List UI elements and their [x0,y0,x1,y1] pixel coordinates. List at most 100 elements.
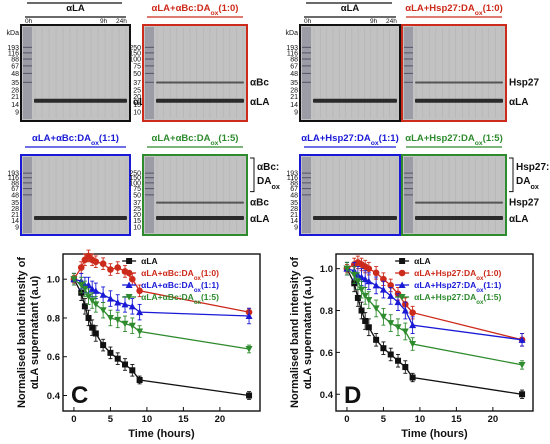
mw-marker-label: 67 [290,63,298,70]
gel-title: αLA+αBc:DAox(1:0) [152,3,239,17]
y-tick-label: 0.4 [47,391,61,402]
data-point [136,376,143,383]
data-point [136,308,144,316]
data-point [372,305,380,312]
legend-marker [398,294,406,301]
data-point [99,260,107,267]
mw-marker-label: 14 [11,102,19,109]
data-point [401,307,409,314]
data-point [92,258,100,266]
data-point [387,292,395,299]
legend-marker [126,258,133,264]
mw-marker-label: 14 [290,218,298,225]
mw-marker-label: 9 [294,109,298,116]
data-point [387,351,394,358]
x-tick-label: 0 [344,414,349,425]
legend-label: αLA+αBc:DAox(1:5) [141,292,219,306]
y-axis-title: Normalised band intensity ofαLA supernat… [16,257,41,408]
mw-marker-label: 21 [290,94,298,101]
mw-marker-label: 21 [290,212,298,219]
y-tick-label: 0.8 [47,313,60,324]
mw-marker-label: 20 [133,94,141,101]
data-point [92,330,99,337]
band-label-chaperone: αBc [250,78,269,89]
alpha-la-band [156,216,244,220]
mw-marker-label: 100 [129,180,141,187]
gel-panels-c: αLA0h9h24h193116886748352821149kDaαLAαLA… [7,2,280,236]
alpha-la-band [415,98,503,103]
kda-label: kDa [286,30,299,37]
time-label-mid: 9h [370,18,378,25]
mw-marker-label: 193 [7,171,19,178]
mw-marker-label: 35 [290,80,298,87]
data-point [122,361,129,368]
legend-label: αLA [141,256,158,266]
alpha-la-band [313,98,397,103]
gel-image [299,24,401,122]
data-point [372,281,380,289]
time-label-mid: 9h [100,18,108,25]
mw-marker-label: 88 [11,57,19,64]
x-tick-label: 5 [381,414,387,425]
mw-marker-label: 88 [290,57,298,64]
mw-marker-label: 193 [286,45,298,52]
gel-title: αLA+Hsp27:DAox(1:0) [405,3,502,17]
legend-label: αLA+αBc:DAox(1:0) [141,268,219,282]
data-point [88,297,96,305]
data-point [358,286,366,294]
gel-title: αLA+αBc:DAox(1:1) [32,133,119,147]
legend-label: αLA [414,256,431,266]
plot-frame [335,253,534,412]
data-point [99,307,107,314]
mw-marker-label: 9 [294,224,298,231]
mw-marker-label: 28 [11,87,19,94]
series-3 [70,272,253,354]
x-tick-label: 5 [108,414,114,425]
data-point [373,336,380,343]
mw-marker-label: 9 [15,109,19,116]
data-point [121,320,129,328]
data-point [372,269,380,277]
mw-marker-label: 75 [133,186,141,193]
mw-marker-label: 14 [290,102,298,109]
gel-image [401,154,507,236]
legend-label: αLA+αBc:DAox(1:1) [141,280,219,294]
data-point [401,328,409,335]
chaperone-band [156,201,244,204]
gel-image [142,154,248,236]
mw-marker-label: 150 [129,175,141,182]
mw-marker-label: 116 [287,175,298,182]
mw-marker-label: 28 [11,206,19,213]
data-point [394,324,402,331]
data-point [365,297,373,304]
mw-marker-label: 10 [133,109,141,116]
data-point [409,341,417,348]
data-point [246,392,253,399]
aggregate-bracket [509,157,514,193]
gel-title: αLA+αBc:DAox(1:5) [152,133,239,147]
series-0 [343,261,526,399]
mw-marker-label: 50 [133,192,141,199]
mw-marker-label: 100 [129,57,141,64]
mw-marker-label: 75 [133,63,141,70]
legend-marker [399,258,406,264]
mw-marker-label: 193 [286,171,298,178]
mw-marker-label: 67 [290,186,298,193]
chaperone-band [415,81,503,84]
legend-marker [398,281,406,288]
alpha-la-band [313,216,397,220]
data-point [106,314,114,322]
line-chart-d: 0 5 10 15 20 0.4 0.6 0.8 1.0 Time (hours) Normalis… [289,253,534,440]
mw-marker-label: 193 [7,45,19,52]
mw-marker-label: 116 [287,50,298,57]
bracket-label-line1: αBc: [257,162,279,173]
mw-marker-label: 28 [290,87,298,94]
data-point [387,320,395,327]
mw-marker-label: 35 [290,200,298,207]
mw-marker-label: 50 [133,71,141,78]
x-tick-label: 10 [415,414,426,425]
data-point [99,291,107,298]
gel-image [20,154,131,236]
mw-marker-label: 48 [11,192,19,199]
